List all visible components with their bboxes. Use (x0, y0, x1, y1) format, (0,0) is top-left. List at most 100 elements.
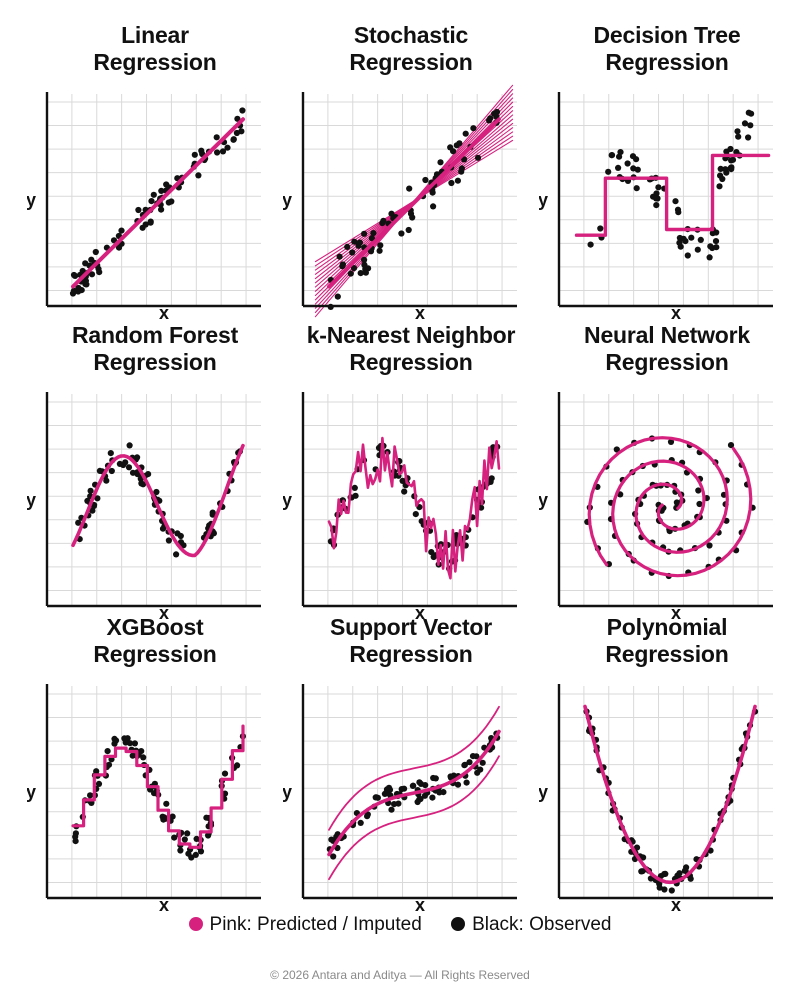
observed-point (668, 887, 675, 894)
fit-line (71, 117, 245, 289)
observed-point (192, 851, 199, 858)
step-fit-line (574, 153, 771, 237)
panel-title: Decision Tree Regression (539, 22, 795, 76)
observed-point (177, 539, 185, 546)
observed-point (405, 226, 412, 234)
observed-point (428, 549, 435, 556)
observed-point (391, 801, 398, 808)
observed-point (682, 867, 689, 874)
observed-point (135, 206, 142, 214)
panel-spiral: Neural Network Regression x y (539, 322, 795, 622)
observed-point (165, 537, 172, 544)
observed-point (364, 811, 371, 818)
observed-point (84, 497, 91, 504)
series-group (574, 109, 771, 261)
plot-area: xy (27, 684, 261, 912)
observed-point (93, 768, 100, 775)
plot-area: xy (539, 392, 773, 620)
observed-point (745, 134, 752, 141)
observed-point (373, 794, 380, 801)
y-axis-label: y (27, 190, 36, 210)
panel-title: Linear Regression (27, 22, 283, 76)
upper-margin-line (328, 705, 500, 831)
observed-point (469, 753, 477, 760)
legend-observed: Black: Observed (451, 914, 611, 936)
gridlines (303, 394, 517, 606)
series-group (71, 442, 245, 558)
observed-point (412, 511, 419, 518)
observed-point (454, 177, 461, 184)
x-axis-label: x (671, 895, 681, 912)
observed-point (388, 806, 395, 813)
panel-title-line: Regression (605, 349, 729, 375)
observed-point (437, 159, 444, 166)
observed-point (344, 243, 351, 250)
observed-point (203, 814, 210, 821)
x-axis-label: x (159, 303, 169, 320)
panel-title-line: Stochastic (353, 22, 469, 48)
panel-title: Support Vector Regression (283, 614, 539, 668)
observed-point (368, 235, 375, 242)
x-axis-label: x (415, 303, 425, 320)
observed-point (134, 454, 141, 461)
plot-area: xy (539, 684, 773, 912)
observed-point (70, 271, 78, 279)
observed-point (716, 183, 723, 190)
observed-point (349, 249, 356, 256)
observed-point (418, 518, 425, 525)
jagged-fit-line (327, 436, 501, 580)
panel-title: XGBoost Regression (27, 614, 283, 668)
gridlines (303, 686, 517, 898)
observed-point (92, 248, 99, 256)
observed-point (233, 129, 240, 137)
panel-title: Neural Network Regression (539, 322, 795, 376)
panel-title-line: Regression (349, 641, 473, 667)
observed-point (177, 847, 184, 854)
observed-point (398, 786, 405, 793)
observed-point (653, 202, 660, 209)
observed-point (82, 260, 89, 267)
observed-point (356, 239, 363, 246)
observed-point (163, 800, 170, 807)
observed-point (367, 248, 375, 255)
observed-point (653, 195, 660, 202)
series-group (584, 435, 756, 580)
observed-point (491, 110, 498, 117)
observed-point (470, 125, 477, 132)
observed-point (328, 836, 335, 843)
panel-title-line: Regression (93, 349, 217, 375)
panel-title: Stochastic Regression (283, 22, 539, 76)
observed-point (477, 766, 484, 773)
panel-title-line: Decision Tree (593, 22, 741, 48)
panel-svr: Support Vector Regression x y (283, 614, 539, 914)
observed-point (688, 234, 695, 241)
observed-point (615, 164, 622, 171)
observed-point (448, 179, 455, 187)
legend-observed-label: Black: Observed (472, 914, 612, 935)
observed-point (224, 144, 231, 151)
observed-point (653, 190, 660, 197)
observed-point (409, 782, 416, 789)
observed-point (72, 838, 79, 845)
observed-point (466, 759, 473, 766)
observed-point (339, 261, 346, 268)
observed-point (171, 834, 178, 841)
observed-point (461, 156, 468, 163)
observed-point (454, 781, 462, 788)
series-group (326, 705, 501, 881)
observed-point (376, 247, 383, 254)
observed-point (613, 446, 620, 453)
panel-title-line: Linear (121, 22, 189, 48)
observed-point (487, 115, 494, 122)
observed-point (88, 256, 95, 263)
series-group (327, 436, 501, 580)
observed-point (118, 227, 125, 234)
observed-point (741, 120, 749, 127)
observed-point (336, 253, 343, 260)
observed-point (624, 160, 631, 167)
smooth-fit-line (71, 443, 245, 558)
series-group (583, 704, 759, 894)
observed-point (361, 261, 368, 268)
observed-point (461, 761, 468, 768)
observed-point (608, 152, 616, 159)
